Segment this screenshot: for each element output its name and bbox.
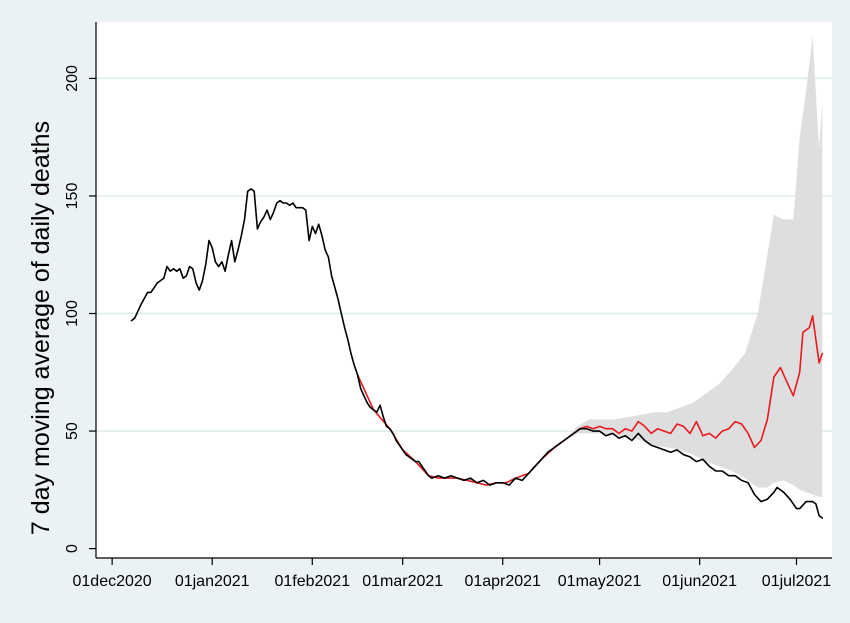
confidence-band-layer <box>564 36 823 497</box>
y-tick-label-3: 150 <box>64 183 81 210</box>
y-tick-label-2: 100 <box>64 300 81 327</box>
plot-area <box>96 22 832 558</box>
x-tick-label-6: 01jun2021 <box>662 573 737 590</box>
x-tick-label-3: 01mar2021 <box>362 573 443 590</box>
x-tick-label-4: 01apr2021 <box>464 573 541 590</box>
y-tick-label-4: 200 <box>64 65 81 92</box>
series-layer <box>130 188 824 519</box>
x-tick-label-1: 01jan2021 <box>175 573 250 590</box>
x-tick-label-0: 01dec2020 <box>73 573 152 590</box>
observed-series-line <box>130 188 824 519</box>
x-tick-label-2: 01feb2021 <box>274 573 350 590</box>
x-tick-label-7: 01jul2021 <box>762 573 832 590</box>
y-tick-label-1: 50 <box>64 422 81 440</box>
axes: 0 50 100 150 200 01dec2020 01jan2021 01feb2021 0… <box>64 22 832 590</box>
y-axis-title: 7 day moving average of daily deaths <box>27 121 55 535</box>
x-tick-label-5: 01may2021 <box>558 573 642 590</box>
y-tick-label-0: 0 <box>64 544 81 553</box>
confidence-band <box>564 36 823 497</box>
